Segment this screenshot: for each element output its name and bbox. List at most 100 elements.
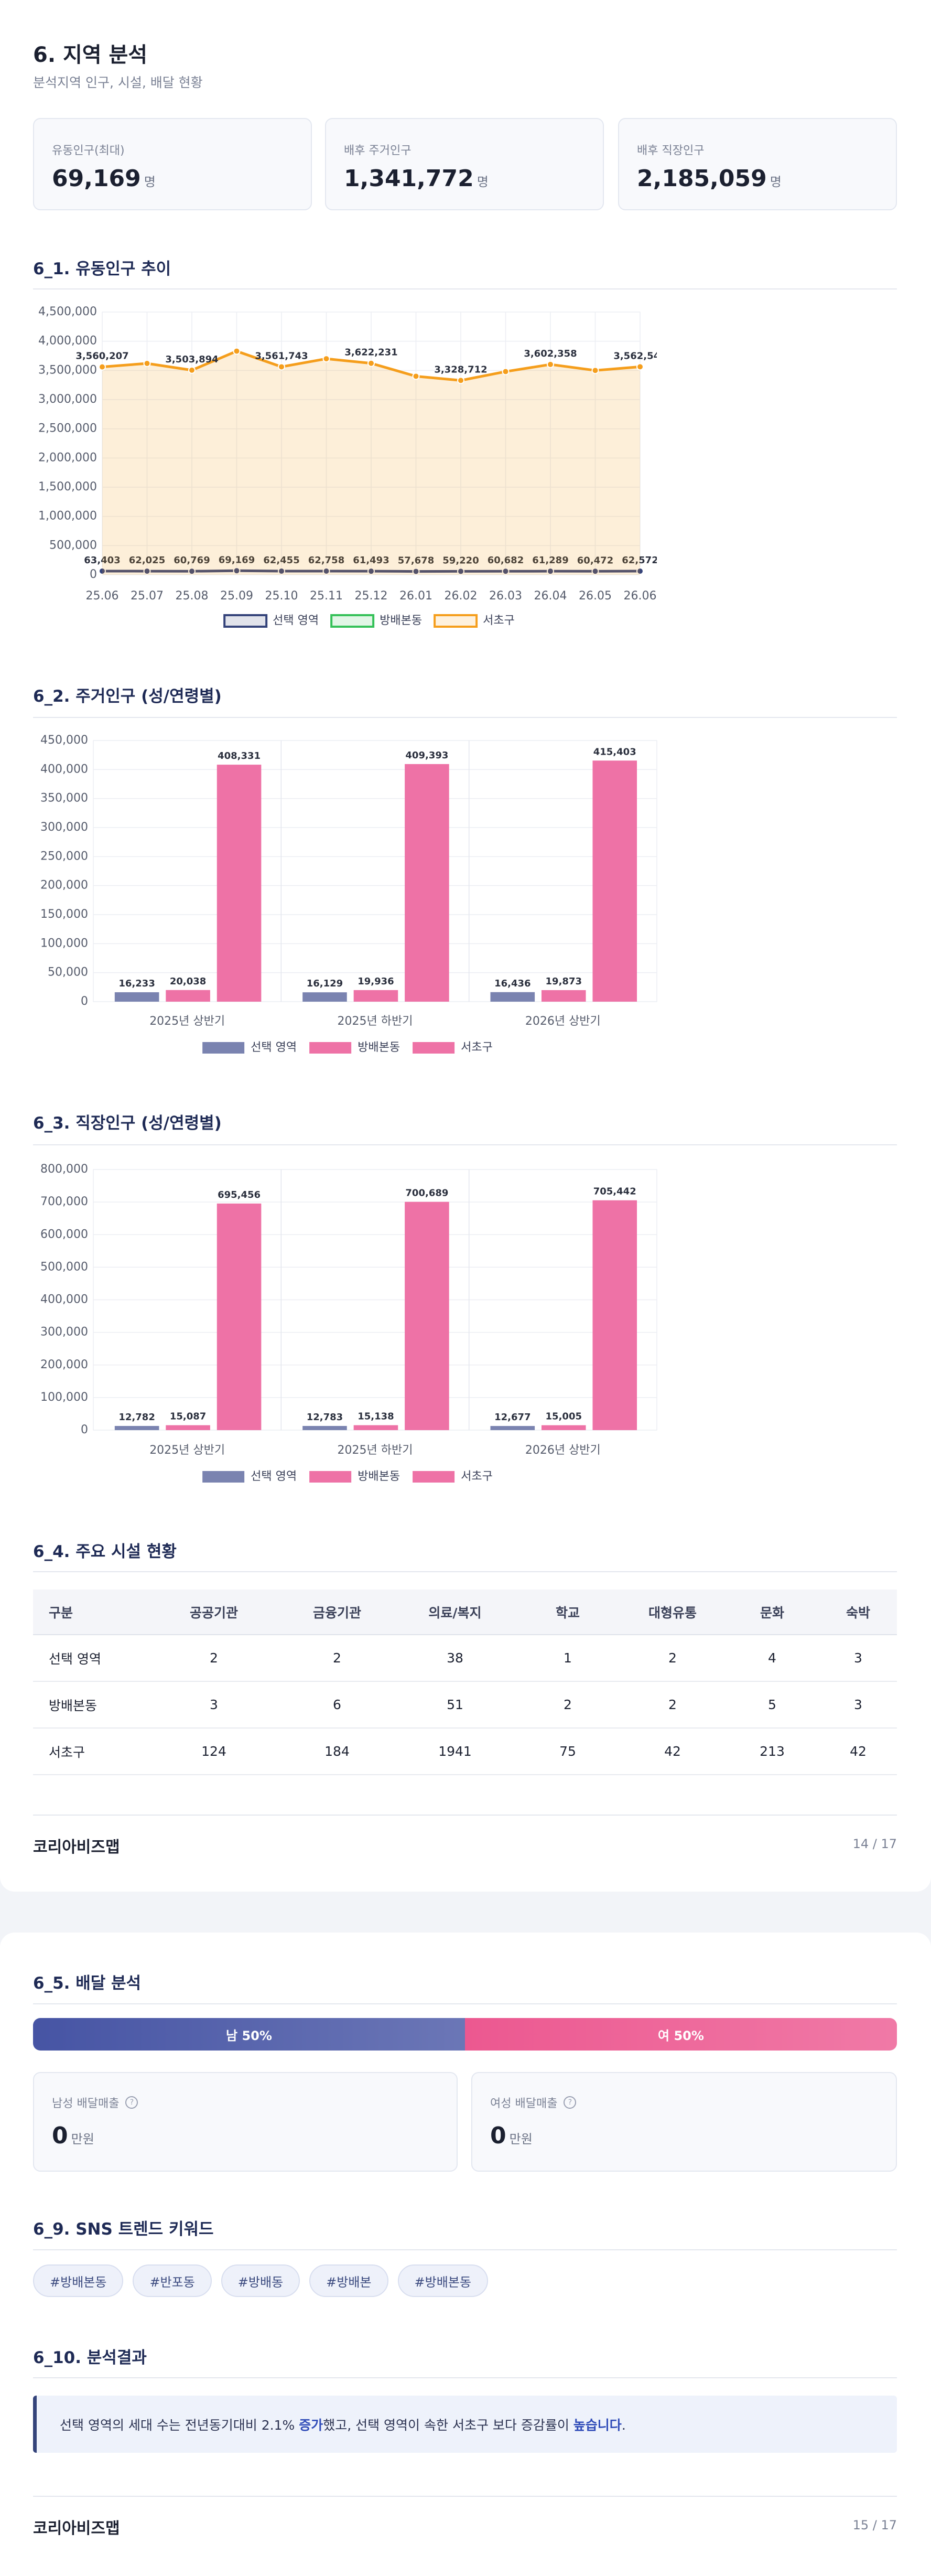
y-tick-label: 300,000 (40, 1326, 88, 1339)
data-label: 12,783 (307, 1412, 343, 1423)
y-tick-label: 2,500,000 (38, 422, 97, 435)
legend: 선택 영역 방배본동 서초구 (223, 614, 515, 628)
footer-brand: 코리아비즈맵 (33, 2519, 120, 2538)
delivery-value-box: 0 만원 (52, 2122, 94, 2149)
y-tick-label: 800,000 (40, 1163, 88, 1176)
legend-label: 선택 영역 (251, 1041, 297, 1054)
legend: 선택 영역 방배본동 서초구 (202, 1470, 493, 1483)
divider (33, 288, 897, 289)
point (233, 567, 241, 575)
data-label: 16,233 (118, 978, 155, 989)
point (636, 363, 644, 371)
x-tick-label: 26.05 (579, 589, 612, 603)
plot-area (93, 740, 657, 1002)
legend-swatch (223, 614, 268, 628)
x-tick-label: 2025년 하반기 (338, 1444, 413, 1457)
kpi-label: 배후 주거인구 (344, 144, 412, 157)
point (502, 567, 510, 575)
point (367, 359, 375, 367)
kpi-value: 1,341,772 (344, 165, 474, 192)
table-cell: 2 (668, 1650, 677, 1666)
kpi-card: 유동인구(최대) 69,169 명 (33, 118, 312, 210)
help-icon[interactable]: ? (564, 2096, 577, 2109)
data-label: 3,328,712 (434, 364, 487, 375)
table-cell: 2 (333, 1650, 341, 1666)
kpi-card: 배후 직장인구 2,185,059 명 (618, 118, 897, 210)
point (547, 567, 554, 575)
point (99, 363, 106, 371)
bar (114, 992, 159, 1002)
data-label: 61,493 (353, 555, 389, 566)
point (188, 366, 196, 374)
table-cell: 선택 영역 (49, 1651, 101, 1667)
help-icon[interactable]: ? (125, 2096, 138, 2109)
table-cell: 1941 (438, 1744, 472, 1759)
table-cell: 2 (668, 1697, 677, 1712)
table-cell: 51 (447, 1697, 463, 1712)
y-tick-label: 400,000 (40, 1293, 88, 1306)
y-tick-label: 400,000 (40, 763, 88, 776)
bar (592, 1200, 637, 1430)
data-label: 12,782 (118, 1412, 155, 1423)
bar (302, 1426, 347, 1430)
result-text: 선택 영역의 세대 수는 전년동기대비 2.1% 증가했고, 선택 영역이 속한… (60, 2415, 626, 2434)
x-tick-label: 2025년 상반기 (149, 1444, 225, 1457)
legend-label: 선택 영역 (273, 614, 319, 627)
kpi-value-box: 1,341,772 명 (344, 165, 489, 192)
kpi-label: 배후 직장인구 (637, 144, 705, 157)
x-tick-label: 26.02 (445, 589, 478, 603)
bar (302, 992, 347, 1002)
keyword-tag: #방배본 (309, 2264, 388, 2297)
y-tick-label: 700,000 (40, 1195, 88, 1208)
data-label: 408,331 (218, 750, 261, 761)
bar (353, 1425, 398, 1430)
table-cell: 184 (324, 1744, 350, 1759)
point (278, 363, 285, 371)
table-cell: 2 (210, 1650, 218, 1666)
legend-swatch (413, 1042, 455, 1054)
footer-page: 15 / 17 (852, 2518, 897, 2532)
result-segment: 했고, 선택 영역이 속한 서초구 보다 증감률이 (323, 2417, 573, 2433)
point (99, 567, 106, 575)
data-label: 705,442 (593, 1186, 636, 1197)
data-label: 19,936 (358, 976, 394, 987)
x-tick-label: 2026년 상반기 (525, 1015, 601, 1028)
data-label: 60,472 (577, 555, 613, 566)
y-tick-label: 1,500,000 (38, 480, 97, 493)
y-tick-label: 4,000,000 (38, 335, 97, 348)
table-header-cell: 대형유통 (648, 1605, 697, 1620)
point (636, 567, 644, 575)
kpi-value: 2,185,059 (637, 165, 767, 192)
data-label: 61,289 (532, 555, 568, 566)
y-tick-label: 2,000,000 (38, 451, 97, 464)
table-row: 선택 영역 2 2 38 1 2 4 3 (33, 1635, 897, 1682)
table-cell: 5 (768, 1697, 776, 1712)
legend-swatch (309, 1471, 352, 1483)
legend-label: 방배본동 (358, 1470, 400, 1483)
point (502, 368, 510, 375)
split-segment: 남 50% (33, 2018, 465, 2051)
keyword-list: #방배본동 #반포동 #방배동 #방배본 #방배본동 (33, 2264, 488, 2297)
page: 6. 지역 분석 분석지역 인구, 시설, 배달 현황 유동인구(최대) 69,… (0, 0, 931, 1892)
x-tick-label: 25.11 (310, 589, 343, 603)
page-subtitle: 분석지역 인구, 시설, 배달 현황 (33, 75, 203, 90)
result-segment: . (621, 2417, 626, 2433)
divider (33, 1144, 897, 1145)
point (591, 567, 599, 575)
kpi-label: 유동인구(최대) (52, 144, 125, 157)
table-cell: 42 (664, 1744, 681, 1759)
kpi-unit: 명 (477, 175, 489, 189)
data-label: 3,503,894 (165, 354, 218, 365)
legend-label: 서초구 (461, 1470, 493, 1483)
table-cell: 75 (559, 1744, 576, 1759)
data-label: 3,562,540 (613, 350, 657, 361)
table-cell: 3 (854, 1697, 862, 1712)
footer-brand: 코리아비즈맵 (33, 1838, 120, 1856)
bar-chart: 0 100,000 200,000 300,000 400,000 500,000 600,… (40, 1163, 657, 1483)
data-label: 19,873 (546, 976, 582, 987)
kpi-value-box: 2,185,059 명 (637, 165, 782, 192)
data-label: 16,436 (494, 978, 531, 989)
y-tick-label: 500,000 (49, 539, 97, 552)
data-label: 20,038 (170, 976, 206, 987)
section-title: 6_2. 주거인구 (성/연령별) (33, 687, 222, 706)
